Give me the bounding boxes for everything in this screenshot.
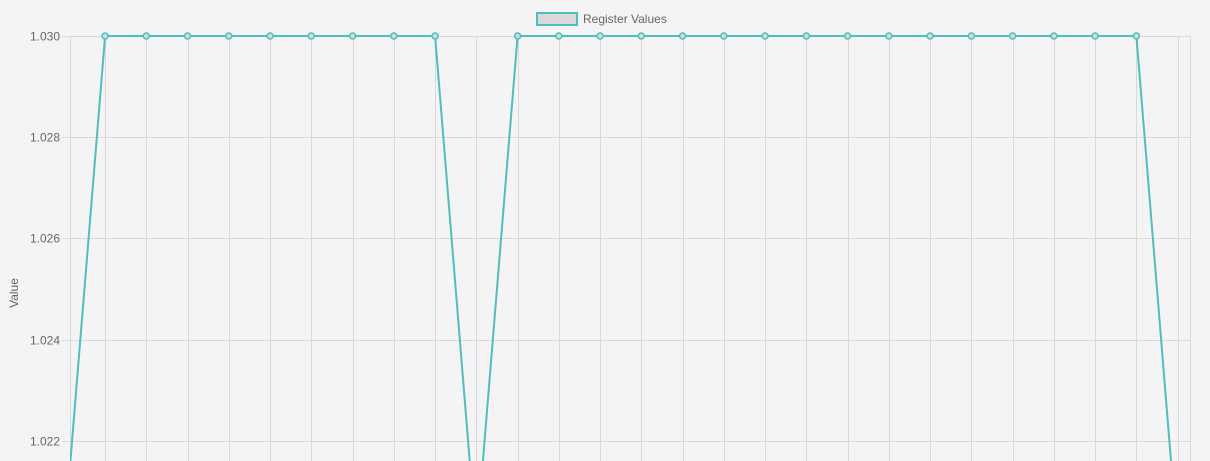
y-axis-ticks: 1.030 1.028 1.026 1.024 1.022: [30, 30, 60, 449]
legend[interactable]: Register Values: [536, 12, 667, 26]
data-point[interactable]: [967, 32, 976, 40]
data-point[interactable]: [678, 32, 687, 40]
data-point[interactable]: [926, 32, 934, 40]
data-point[interactable]: [637, 32, 646, 40]
y-tick-label: 1.022: [30, 435, 60, 449]
data-point[interactable]: [720, 32, 728, 40]
y-tick-label: 1.026: [30, 232, 60, 246]
data-point[interactable]: [348, 32, 357, 40]
series-register-values: [70, 32, 1173, 461]
legend-swatch: [536, 12, 578, 26]
data-point[interactable]: [513, 32, 522, 40]
legend-label: Register Values: [583, 12, 667, 26]
series-line: [70, 35, 1173, 461]
y-tick-label: 1.028: [30, 131, 60, 145]
data-point[interactable]: [307, 32, 316, 40]
data-point[interactable]: [1132, 32, 1141, 40]
data-point[interactable]: [1050, 32, 1058, 40]
data-point[interactable]: [843, 32, 852, 40]
grid: [62, 36, 1191, 461]
data-point[interactable]: [225, 32, 233, 40]
y-axis-title: Value: [7, 278, 21, 308]
data-point[interactable]: [431, 32, 439, 40]
data-point[interactable]: [1008, 32, 1017, 40]
data-point[interactable]: [101, 32, 109, 40]
data-point[interactable]: [1091, 32, 1099, 40]
data-point[interactable]: [761, 32, 769, 40]
data-point[interactable]: [142, 32, 151, 40]
data-point[interactable]: [802, 32, 811, 40]
data-point[interactable]: [183, 32, 192, 40]
data-point[interactable]: [390, 32, 398, 40]
data-point[interactable]: [555, 32, 563, 40]
data-point[interactable]: [266, 32, 274, 40]
data-point[interactable]: [885, 32, 893, 40]
y-tick-label: 1.030: [30, 30, 60, 44]
data-point[interactable]: [596, 32, 604, 40]
y-tick-label: 1.024: [30, 334, 60, 348]
